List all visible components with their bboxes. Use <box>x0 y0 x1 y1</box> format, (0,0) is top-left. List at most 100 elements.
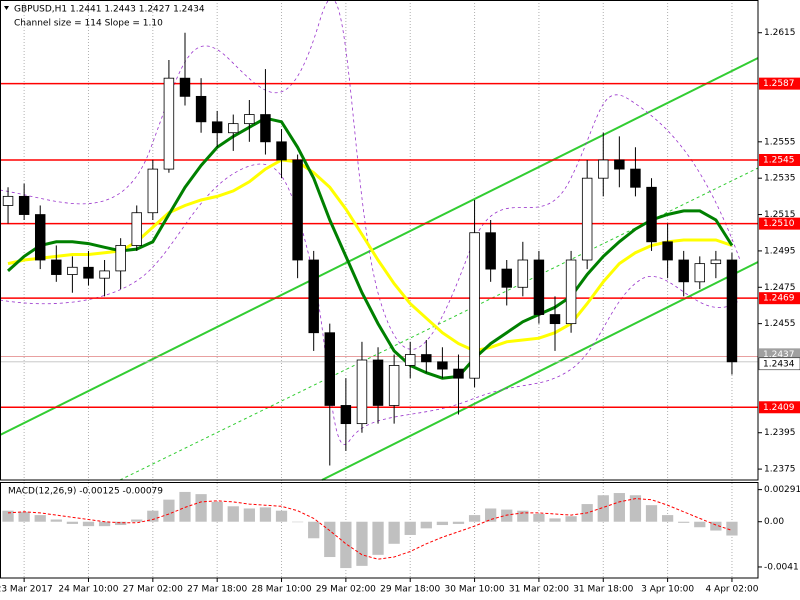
candle-body <box>260 114 271 143</box>
candle-body <box>710 259 722 265</box>
macd-bar <box>597 495 609 522</box>
candle-body <box>195 95 207 123</box>
candle-body <box>517 259 529 288</box>
price-tag <box>759 348 800 361</box>
level-tag-label: 1.2587 <box>763 79 795 89</box>
x-tick-label: 3 Apr 10:00 <box>641 585 694 595</box>
moving-average <box>7 158 733 353</box>
candle-body <box>340 405 352 425</box>
level-tag <box>759 292 800 305</box>
candle-body <box>662 241 673 261</box>
macd-bar <box>645 505 658 522</box>
macd-bar <box>147 510 159 522</box>
candle-body <box>292 159 303 261</box>
y-tick-label: -0.0041 <box>764 562 799 572</box>
macd-bar <box>436 521 449 526</box>
candle-body <box>147 168 159 214</box>
macd-frame <box>0 482 759 579</box>
macd-bar <box>404 521 416 535</box>
price-tag-label: 1.2437 <box>763 350 795 360</box>
candle-body <box>437 361 448 370</box>
macd-bar <box>211 501 223 522</box>
main-panel: 1.26151.25551.25351.25151.24951.24751.24… <box>0 28 800 595</box>
candle-body <box>453 368 464 379</box>
macd-bar <box>629 495 642 522</box>
macd-bar <box>308 521 320 539</box>
candle-body <box>2 195 14 206</box>
grid <box>23 0 733 578</box>
candle-body <box>356 359 368 425</box>
candle-body <box>211 121 223 134</box>
macd-bar <box>291 521 304 523</box>
level-tag <box>759 401 800 414</box>
candle-body <box>244 114 255 125</box>
price-tag-label: 1.2434 <box>763 359 795 369</box>
macd-bar <box>485 508 497 522</box>
macd-bar <box>324 521 336 558</box>
level-tag <box>759 154 800 166</box>
x-tick-label: 27 Mar 02:00 <box>123 585 183 595</box>
y-tick-label: 0.00 <box>764 517 784 527</box>
macd-bar <box>195 494 207 522</box>
candle-body <box>388 365 400 406</box>
macd-title: MACD(12,26,9) -0.00125 -0.00079 <box>8 487 163 497</box>
candle-body <box>598 159 609 179</box>
macd-bar <box>452 521 465 524</box>
macd-panel: 0.00291 0.00 -0.0041 <box>2 485 800 572</box>
candle-body <box>115 245 126 272</box>
y-tick-label: 1.2475 <box>764 283 796 293</box>
x-tick-label: 4 Apr 02:00 <box>705 585 758 595</box>
macd-bar <box>259 507 272 522</box>
candle-body <box>372 359 384 406</box>
price-tag <box>758 357 800 371</box>
x-tick-label: 30 Mar 10:00 <box>445 585 505 595</box>
x-tick-label: 24 Mar 10:00 <box>58 585 118 595</box>
candle-body <box>485 232 496 270</box>
y-tick-label: 1.2555 <box>764 137 796 147</box>
level-tag <box>759 77 800 90</box>
macd-bar <box>275 510 288 522</box>
x-tick-label: 29 Mar 02:00 <box>316 585 376 595</box>
macd-bar <box>179 491 191 522</box>
level-tag-label: 1.2409 <box>763 403 795 413</box>
candle-body <box>501 268 512 288</box>
macd-bar <box>131 519 143 522</box>
y-tick-label: 1.2395 <box>764 428 796 438</box>
candle-body <box>163 77 175 170</box>
candle-body <box>51 259 62 275</box>
x-tick-label: 23 Mar 2017 <box>0 585 53 595</box>
candle-body <box>67 266 78 275</box>
candle-body <box>549 314 561 325</box>
macd-bar <box>678 521 690 523</box>
macd-bar <box>82 521 95 527</box>
y-tick-label: 1.2375 <box>764 465 796 475</box>
candle-body <box>83 266 94 279</box>
macd-bar <box>533 514 545 522</box>
level-tag <box>759 217 800 230</box>
level-tag-label: 1.2469 <box>763 294 795 304</box>
candle-body <box>18 195 30 215</box>
level-tag-label: 1.2545 <box>763 156 795 166</box>
macd-bar <box>243 508 255 522</box>
x-tick-label: 31 Mar 18:00 <box>573 585 633 595</box>
y-tick-label: 1.2455 <box>764 319 796 329</box>
candle-body <box>228 123 239 134</box>
candle-body <box>276 141 287 161</box>
y-tick-label: 1.2495 <box>764 246 796 256</box>
envelope-upper <box>0 0 741 350</box>
macd-bar <box>710 521 722 531</box>
x-tick-label: 31 Mar 02:00 <box>509 585 569 595</box>
candle-body <box>179 77 191 97</box>
candle-body <box>34 214 46 261</box>
macd-bar <box>517 510 529 522</box>
channel-middle <box>119 167 759 481</box>
envelope-lower <box>0 163 741 445</box>
candle-body <box>404 354 416 366</box>
macd-bar <box>163 499 175 522</box>
candle-body <box>614 159 625 170</box>
macd-bar <box>34 515 46 522</box>
macd-bar <box>227 506 239 522</box>
candle-body <box>646 186 657 243</box>
